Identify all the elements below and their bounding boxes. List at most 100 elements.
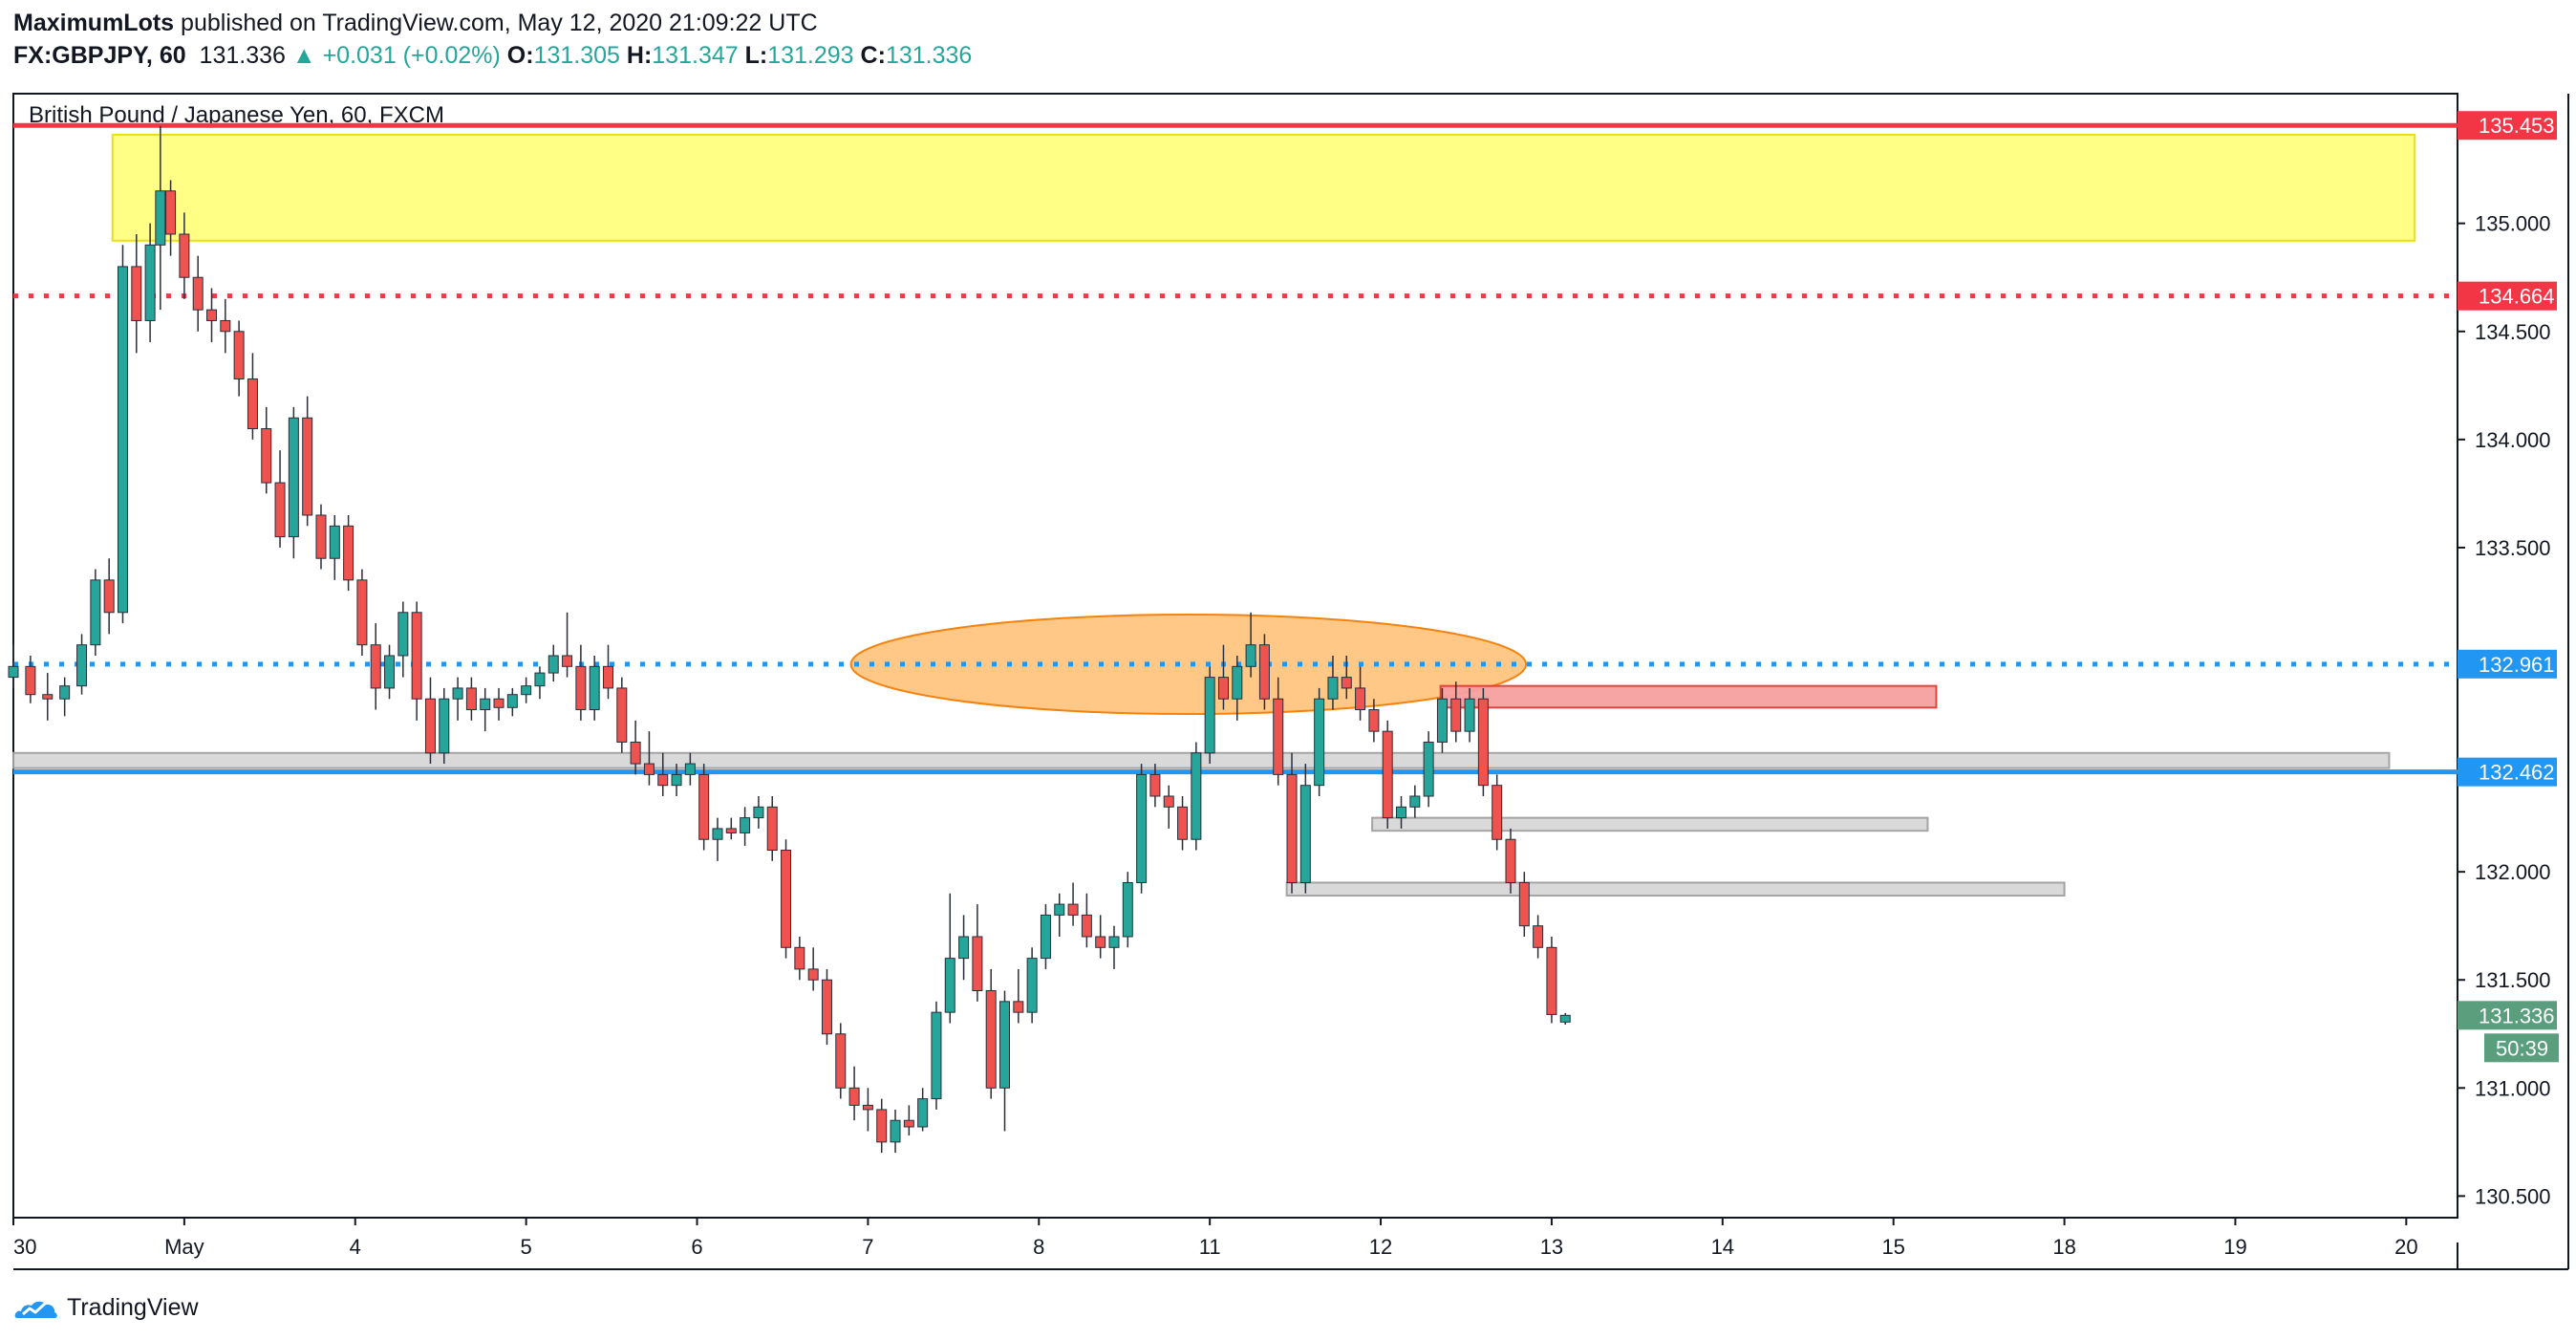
candle-body xyxy=(1163,795,1174,808)
candle-body xyxy=(1327,677,1339,700)
candle-body xyxy=(315,514,327,559)
y-tick-label: 133.500 xyxy=(2475,536,2551,560)
candle-body xyxy=(1533,925,1544,948)
candle-body xyxy=(1299,785,1311,883)
candle-body xyxy=(547,655,559,674)
candle-body xyxy=(288,417,299,538)
candle-body xyxy=(192,276,204,311)
candle-body xyxy=(1396,806,1407,819)
candle-body xyxy=(917,1098,929,1128)
candle-body xyxy=(999,1001,1011,1089)
low-label: L: xyxy=(744,42,768,69)
countdown-label: 50:39 xyxy=(2496,1036,2548,1060)
candle-body xyxy=(1245,644,1256,667)
candle-body xyxy=(1368,709,1380,732)
zone-gray-5 xyxy=(1285,881,2066,897)
candle-body xyxy=(1505,838,1516,883)
candle-body xyxy=(725,828,737,833)
candle-body xyxy=(1477,698,1489,787)
candle-body xyxy=(766,806,778,852)
candle-body xyxy=(1518,881,1530,927)
x-tick-label: May xyxy=(164,1235,204,1259)
candle-body xyxy=(1258,644,1270,700)
candle-body xyxy=(76,644,88,687)
candle-body xyxy=(753,806,764,819)
candle-body xyxy=(179,233,190,278)
candle-body xyxy=(1081,914,1092,938)
candle-body xyxy=(671,773,682,787)
candle-body xyxy=(480,698,491,711)
countdown-box xyxy=(2484,1033,2559,1063)
candle-body xyxy=(155,190,166,246)
symbol-label: FX:GBPJPY, 60 xyxy=(13,42,186,69)
candle-body xyxy=(630,741,641,765)
candle-body xyxy=(698,773,710,840)
candle-body xyxy=(657,773,669,787)
x-tick-label: 18 xyxy=(2052,1235,2075,1259)
candle-body xyxy=(59,685,71,700)
candle-body xyxy=(397,612,409,657)
x-tick-label: 14 xyxy=(1711,1235,1734,1259)
candle-body xyxy=(1108,936,1120,948)
candle-body xyxy=(506,694,518,708)
candle-body xyxy=(712,828,723,840)
publish-info: MaximumLots published on TradingView.com… xyxy=(13,8,818,38)
candle-body xyxy=(1026,958,1038,1013)
y-tick-label: 132.000 xyxy=(2475,860,2551,884)
candle-body xyxy=(521,685,532,696)
x-tick-label: 8 xyxy=(1033,1235,1044,1259)
level-price-tag-box xyxy=(2458,649,2557,679)
y-tick-label: 130.500 xyxy=(2475,1184,2551,1208)
candle-body xyxy=(302,417,313,516)
candle-body xyxy=(1423,741,1434,797)
candle-body xyxy=(1232,665,1243,700)
candle-body xyxy=(1436,698,1448,743)
candle-body xyxy=(261,428,272,484)
candle-body xyxy=(220,319,231,333)
candle-body xyxy=(1559,1014,1571,1023)
candle-body xyxy=(1546,946,1557,1015)
tradingview-logo-icon[interactable] xyxy=(13,1293,59,1322)
candle-body xyxy=(247,378,258,430)
last-price: 131.336 xyxy=(199,42,286,69)
x-tick-label: 30 xyxy=(13,1235,36,1259)
candle-body xyxy=(1286,773,1298,883)
candle-body xyxy=(684,763,696,775)
x-tick-label: 19 xyxy=(2223,1235,2246,1259)
candle-body xyxy=(411,612,422,700)
candle-body xyxy=(452,687,463,700)
candle-body xyxy=(1040,914,1051,960)
candle-body xyxy=(25,665,36,696)
candle-body xyxy=(589,665,600,711)
last-price-tag-box xyxy=(2458,1001,2557,1030)
candle-body xyxy=(343,525,354,581)
candle-body xyxy=(8,665,19,679)
level-price-tag-box xyxy=(2458,757,2557,787)
x-tick-label: 6 xyxy=(691,1235,702,1259)
change-arrow-icon: ▲ xyxy=(291,42,316,69)
candle-body xyxy=(1450,698,1462,732)
publisher-name[interactable]: MaximumLots xyxy=(13,10,175,36)
footer-brand[interactable]: TradingView xyxy=(67,1293,199,1321)
candle-body xyxy=(1136,773,1148,883)
price-chart[interactable]: British Pound / Japanese Yen, 60, FXCM13… xyxy=(0,0,2576,1290)
candle-body xyxy=(835,1033,847,1089)
candle-body xyxy=(903,1119,914,1128)
candle-body xyxy=(575,665,587,711)
candle-body xyxy=(384,655,396,689)
last-price-tag: 131.336 xyxy=(2479,1004,2555,1027)
candle-body xyxy=(931,1011,942,1100)
open-label: O: xyxy=(506,42,534,69)
candle-body xyxy=(493,698,504,708)
candle-body xyxy=(985,990,997,1089)
candle-body xyxy=(807,968,819,981)
candle-body xyxy=(1191,752,1202,840)
candle-body xyxy=(1492,785,1503,840)
candle-body xyxy=(1409,795,1421,808)
candle-body xyxy=(233,331,245,380)
close-label: C: xyxy=(860,42,886,69)
candle-body xyxy=(944,958,955,1013)
level-price-tag: 135.453 xyxy=(2479,114,2555,138)
candle-body xyxy=(1217,677,1229,700)
candle-body xyxy=(821,979,832,1035)
